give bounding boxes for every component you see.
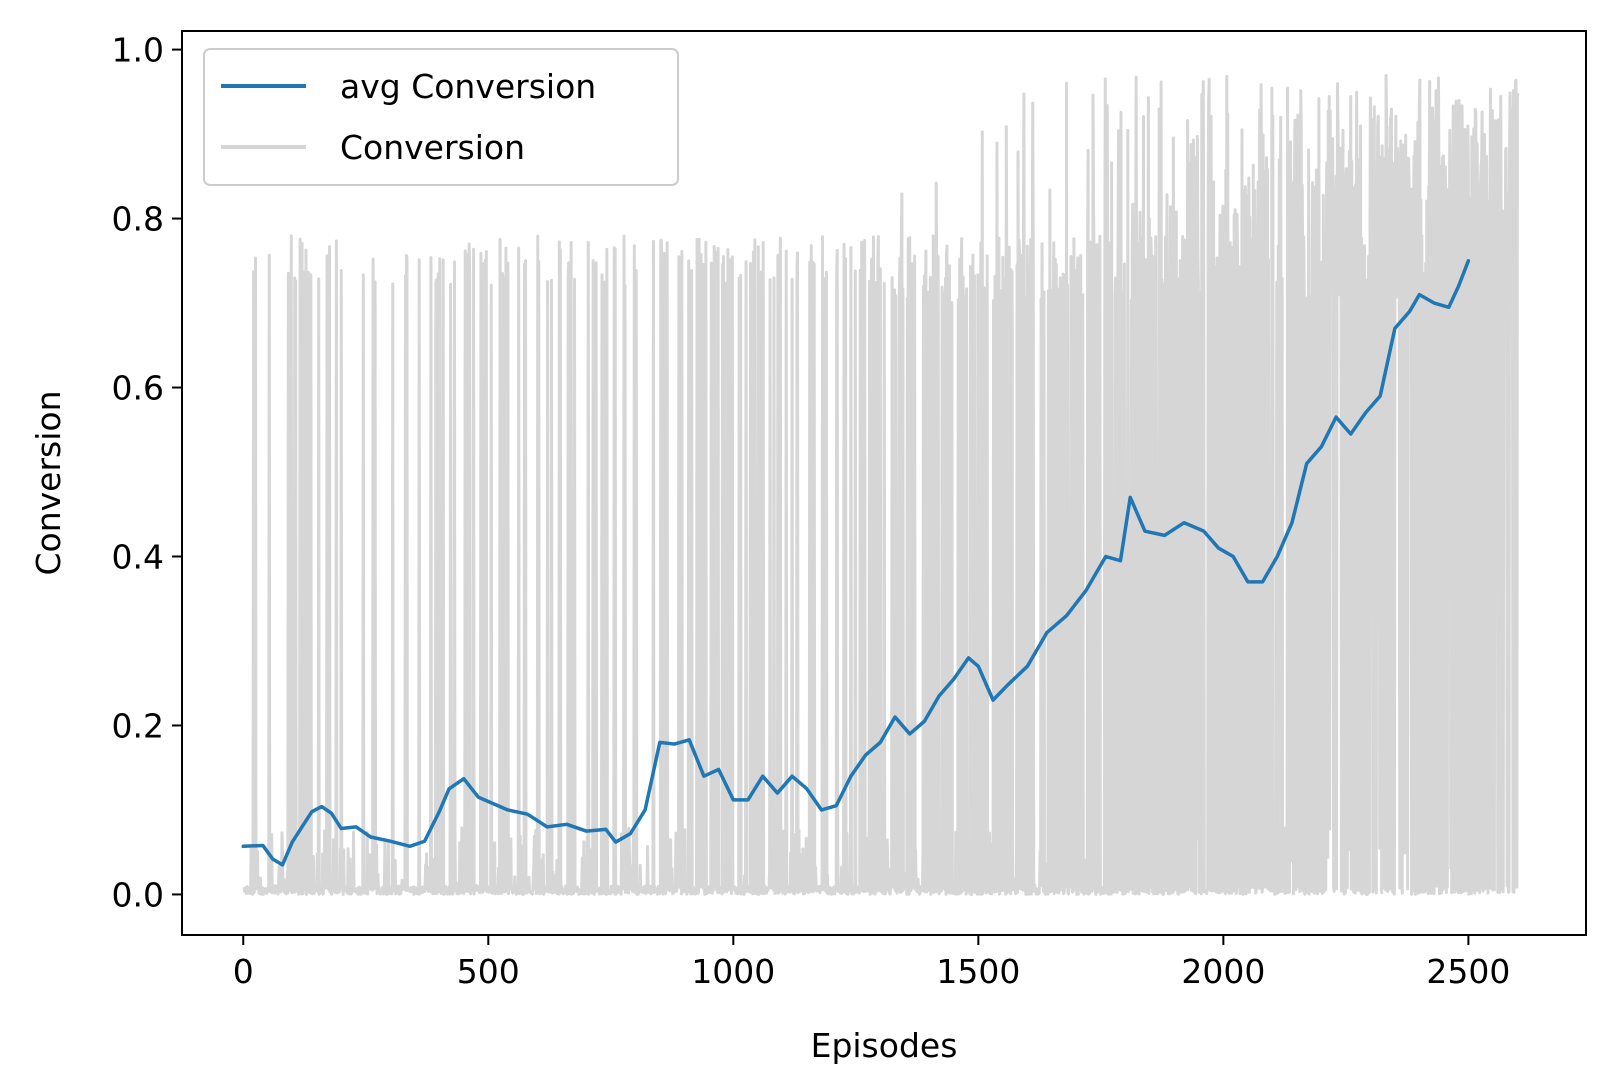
x-tick-label: 2500 <box>1426 952 1510 991</box>
x-tick-label: 500 <box>457 952 520 991</box>
legend-box <box>203 48 679 186</box>
plot-area-frame <box>181 30 1587 936</box>
y-tick-label: 0.4 <box>112 538 164 577</box>
y-tick-label: 1.0 <box>112 31 164 70</box>
x-tick-label: 0 <box>233 952 254 991</box>
avg-conversion-line <box>241 259 1471 867</box>
y-tick-label: 0.8 <box>112 200 164 239</box>
y-axis: 0.0 0.2 0.4 0.6 0.8 1.0 <box>112 31 182 914</box>
x-axis: 0 500 1000 1500 2000 2500 <box>233 935 1510 991</box>
y-axis-label: Conversion <box>29 390 68 575</box>
legend-label-avg-conversion: avg Conversion <box>340 67 596 106</box>
y-tick-label: 0.6 <box>112 369 164 408</box>
legend-label-conversion: Conversion <box>340 128 525 167</box>
y-tick-label: 0.2 <box>112 706 164 745</box>
x-tick-label: 2000 <box>1181 952 1265 991</box>
conversion-series <box>242 74 1519 896</box>
legend: avg Conversion Conversion <box>203 48 679 186</box>
x-tick-label: 1000 <box>691 952 775 991</box>
conversion-line <box>242 74 1519 896</box>
x-tick-label: 1500 <box>936 952 1020 991</box>
y-tick-label: 0.0 <box>112 875 164 914</box>
x-axis-label: Episodes <box>811 1026 958 1065</box>
